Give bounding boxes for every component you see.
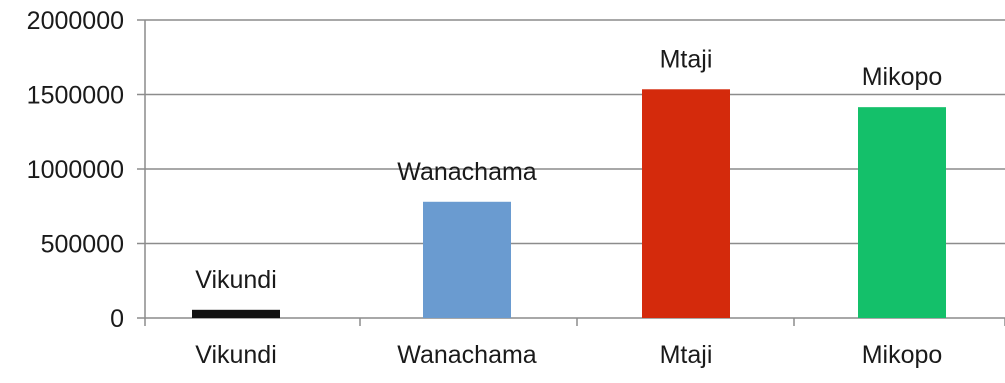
data-labels: Vikundi Wanachama Mtaji Mikopo — [195, 45, 942, 294]
data-label: Vikundi — [195, 266, 277, 294]
y-axis-tick-labels: 0 500000 1000000 1500000 2000000 — [27, 7, 124, 333]
y-tick-label: 1500000 — [27, 82, 124, 110]
x-tick-label: Wanachama — [397, 341, 537, 369]
x-tick-label: Vikundi — [195, 341, 277, 369]
x-tick-label: Mikopo — [862, 341, 943, 369]
y-tick-label: 500000 — [41, 231, 124, 259]
y-tick-label: 1000000 — [27, 156, 124, 184]
bar-vikundi — [192, 309, 280, 318]
data-label: Wanachama — [397, 158, 537, 186]
bar-mikopo — [858, 107, 946, 318]
data-label: Mtaji — [660, 45, 713, 73]
x-axis-tick-labels: Vikundi Wanachama Mtaji Mikopo — [195, 341, 942, 369]
data-label: Mikopo — [862, 63, 943, 91]
bar-mtaji — [642, 89, 730, 318]
x-tick-label: Mtaji — [660, 341, 713, 369]
bar-wanachama — [423, 201, 511, 318]
y-tick-label: 2000000 — [27, 7, 124, 35]
bars — [192, 89, 946, 318]
y-tick-label: 0 — [110, 305, 124, 333]
